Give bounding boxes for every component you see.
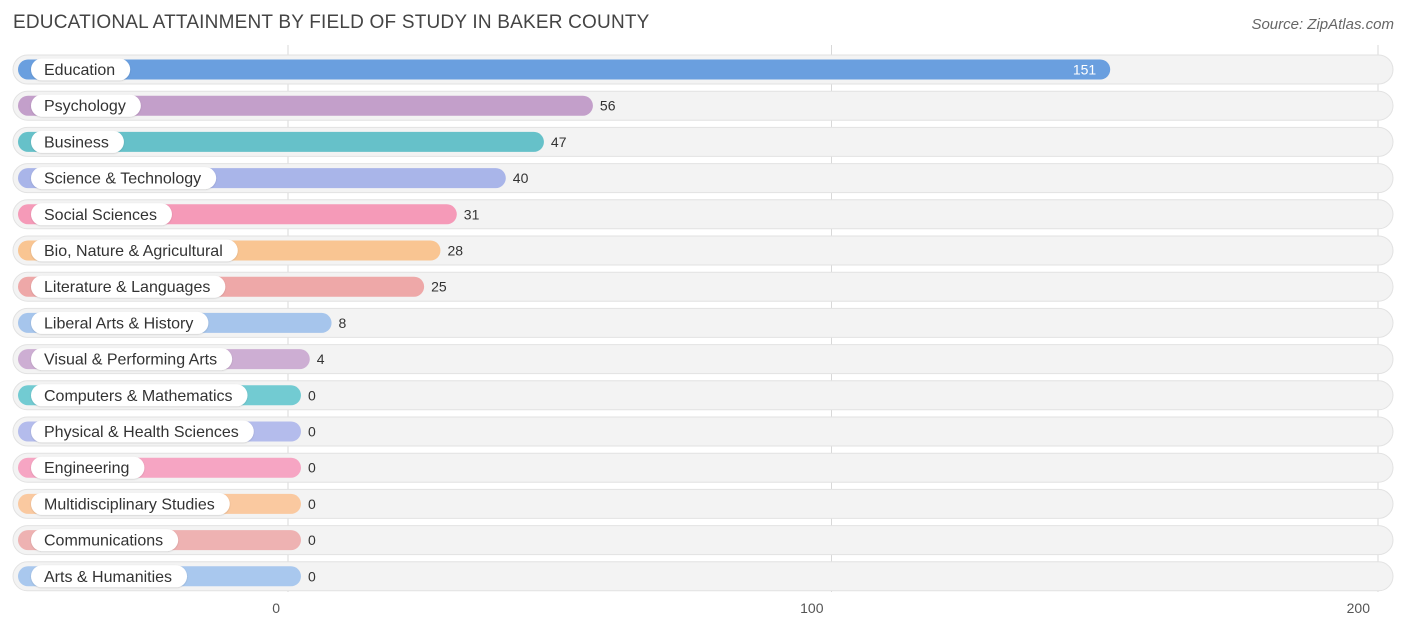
value-label: 0 xyxy=(308,424,316,440)
category-label-pill xyxy=(31,239,238,262)
chart-title: EDUCATIONAL ATTAINMENT BY FIELD OF STUDY… xyxy=(13,12,650,33)
value-label: 151 xyxy=(1073,62,1097,78)
bar-row: Science & Technology 40 xyxy=(12,163,1394,194)
bar xyxy=(18,131,544,152)
bar-row: Multidisciplinary Studies 0 xyxy=(12,488,1394,519)
category-label-pill xyxy=(31,130,124,153)
value-label: 0 xyxy=(308,460,316,476)
bar-row: Computers & Mathematics 0 xyxy=(12,380,1394,411)
category-label-pill xyxy=(31,420,254,443)
category-label: Bio, Nature & Agricultural xyxy=(44,243,223,260)
category-label: Psychology xyxy=(44,98,126,115)
category-label-pill xyxy=(31,167,217,190)
value-label: 56 xyxy=(600,98,616,114)
bar-track xyxy=(12,416,1394,447)
value-label: 0 xyxy=(308,496,316,512)
category-label: Computers & Mathematics xyxy=(44,388,233,405)
bar-row: Literature & Languages 25 xyxy=(12,271,1394,302)
value-label: 0 xyxy=(308,387,316,403)
category-label: Education xyxy=(44,62,115,79)
category-label-pill xyxy=(31,529,179,552)
category-label-pill xyxy=(31,492,230,515)
value-label: 8 xyxy=(339,315,347,331)
category-label: Physical & Health Sciences xyxy=(44,424,239,441)
bar-track xyxy=(12,344,1394,375)
category-label: Multidisciplinary Studies xyxy=(44,496,215,513)
bar-row: Communications 0 xyxy=(12,525,1394,556)
category-label-pill xyxy=(31,456,145,479)
category-label: Science & Technology xyxy=(44,171,201,188)
bar-row: Visual & Performing Arts 4 xyxy=(12,344,1394,375)
category-label: Social Sciences xyxy=(44,207,157,224)
value-label: 0 xyxy=(308,568,316,584)
category-label-pill xyxy=(31,384,248,407)
category-label-pill xyxy=(31,275,226,298)
value-label: 47 xyxy=(551,134,567,150)
category-label: Engineering xyxy=(44,460,129,477)
category-label: Business xyxy=(44,134,109,151)
bar-track xyxy=(12,452,1394,483)
category-label: Literature & Languages xyxy=(44,279,210,296)
category-label: Visual & Performing Arts xyxy=(44,352,217,369)
value-label: 0 xyxy=(308,532,316,548)
category-label-pill xyxy=(31,348,233,371)
value-label: 40 xyxy=(513,170,529,186)
chart-source: Source: ZipAtlas.com xyxy=(1251,16,1394,33)
category-label: Liberal Arts & History xyxy=(44,315,193,332)
bar-track xyxy=(12,380,1394,411)
bar-row: Engineering 0 xyxy=(12,452,1394,483)
value-label: 4 xyxy=(317,351,325,367)
bar-row: Physical & Health Sciences 0 xyxy=(12,416,1394,447)
category-label-pill xyxy=(31,58,131,81)
bar-row: Arts & Humanities 0 xyxy=(12,561,1394,592)
bar-row: Education 151 xyxy=(12,54,1394,85)
x-tick-label: 0 xyxy=(272,600,280,616)
bar-track xyxy=(12,307,1394,338)
bar-row: Bio, Nature & Agricultural 28 xyxy=(12,235,1394,266)
category-label-pill xyxy=(31,203,172,226)
x-tick-label: 100 xyxy=(800,600,824,616)
value-label: 28 xyxy=(447,243,463,259)
bars: Education 151 Psychology 56 Business 47 Scienc… xyxy=(12,54,1394,592)
bar-track xyxy=(12,561,1394,592)
bar xyxy=(18,59,1111,80)
bar xyxy=(18,95,593,116)
value-label: 25 xyxy=(431,279,447,295)
bar-row: Psychology 56 xyxy=(12,90,1394,121)
bar-track xyxy=(12,488,1394,519)
category-label-pill xyxy=(31,311,209,334)
x-tick-label: 200 xyxy=(1347,600,1371,616)
value-label: 31 xyxy=(464,206,480,222)
category-label-pill xyxy=(31,94,141,117)
category-label-pill xyxy=(31,565,188,588)
x-axis: 0 100 200 xyxy=(272,600,1370,616)
category-label: Arts & Humanities xyxy=(44,569,172,586)
bar-track xyxy=(12,525,1394,556)
bar-row: Liberal Arts & History 8 xyxy=(12,307,1394,338)
category-label: Communications xyxy=(44,533,163,550)
bar-row: Social Sciences 31 xyxy=(12,199,1394,230)
bar-row: Business 47 xyxy=(12,126,1394,157)
